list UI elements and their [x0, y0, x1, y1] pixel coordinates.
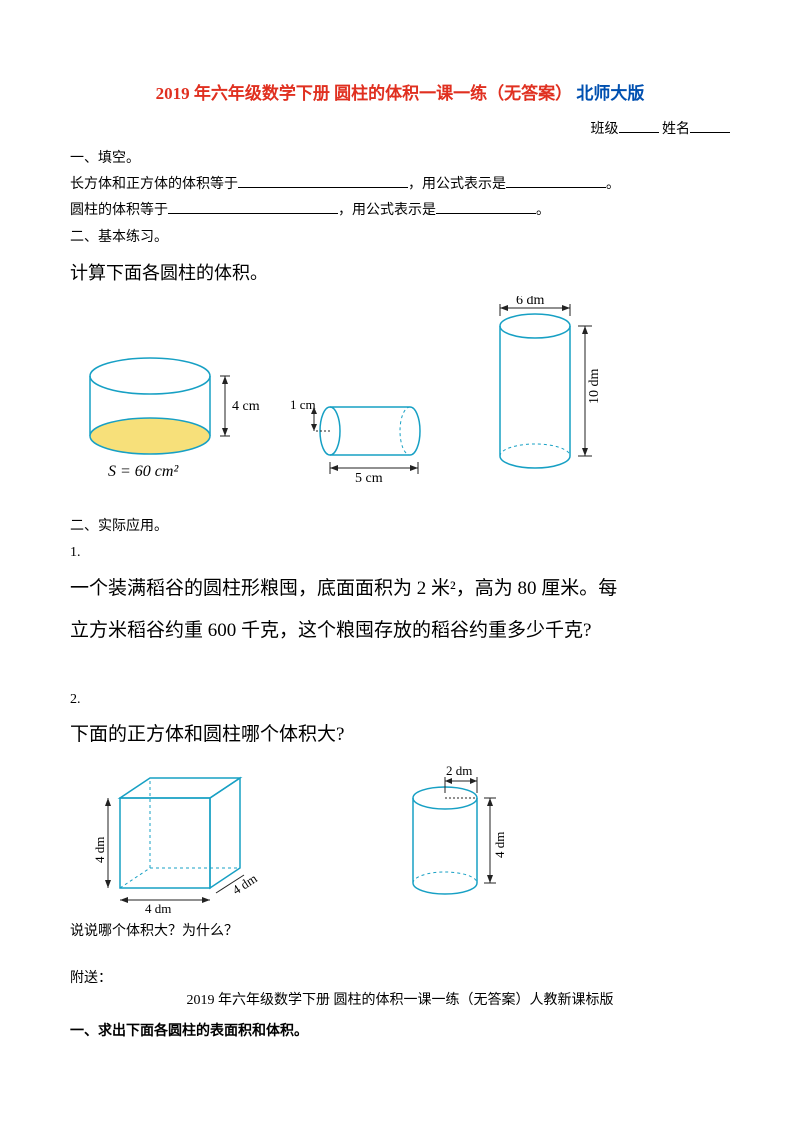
appendix-section: 一、求出下面各圆柱的表面积和体积。 [70, 1021, 730, 1043]
cube-w: 4 dm [145, 901, 171, 913]
cylinder-1-figure: 4 cm S = 60 cm² [70, 336, 260, 486]
section-1-heading: 一、填空。 [70, 148, 730, 170]
cube-h: 4 dm [92, 837, 107, 863]
cyl3-d-label: 6 dm [516, 296, 545, 308]
cylinder-2-figure: 1 cm 5 cm [290, 376, 450, 486]
blank-2b[interactable] [436, 200, 536, 214]
q1-line1: 一个装满稻谷的圆柱形粮囤，底面面积为 2 米²，高为 80 厘米。每 [70, 571, 730, 607]
appendix-label: 附送： [70, 968, 730, 990]
title-red: 2019 年六年级数学下册 圆柱的体积一课一练（无答案） [156, 84, 573, 103]
title-blue: 北师大版 [572, 84, 644, 103]
cyl1-s-label: S = 60 cm² [108, 463, 179, 480]
cyl1-h-label: 4 cm [232, 399, 260, 414]
name-blank[interactable] [690, 119, 730, 133]
cylinder-3-figure: 6 dm 10 dm [480, 296, 630, 486]
cube-figure: 4 dm 4 dm 4 dm [90, 763, 280, 913]
figure-row: 4 cm S = 60 cm² 1 cm 5 cm 6 d [70, 296, 730, 486]
class-blank[interactable] [619, 119, 659, 133]
appendix: 附送： 2019 年六年级数学下册 圆柱的体积一课一练（无答案）人教新课标版 一… [70, 968, 730, 1043]
cyl2-l-label: 5 cm [355, 471, 383, 486]
class-name-row: 班级 姓名 [70, 119, 730, 141]
fill-line-2: 圆柱的体积等于，用公式表示是。 [70, 200, 730, 222]
class-label: 班级 [591, 122, 619, 137]
blank-1b[interactable] [506, 174, 606, 188]
cyl3-h-label: 10 dm [587, 368, 602, 404]
cube-cylinder-row: 4 dm 4 dm 4 dm 2 dm 4 dm [90, 763, 730, 913]
appendix-title: 2019 年六年级数学下册 圆柱的体积一课一练（无答案）人教新课标版 [70, 990, 730, 1012]
section-3-heading: 二、实际应用。 [70, 516, 730, 538]
worksheet-title: 2019 年六年级数学下册 圆柱的体积一课一练（无答案） 北师大版 [70, 80, 730, 107]
cyl2-r-label: 1 cm [290, 397, 316, 412]
blank-1a[interactable] [238, 174, 408, 188]
section-2-heading: 二、基本练习。 [70, 227, 730, 249]
cylinder-small-figure: 2 dm 4 dm [390, 763, 540, 913]
fill-line-1: 长方体和正方体的体积等于，用公式表示是。 [70, 174, 730, 196]
q1-number: 1. [70, 542, 730, 564]
q1-line2: 立方米稻谷约重 600 千克，这个粮囤存放的稻谷约重多少千克? [70, 613, 730, 649]
q2-prompt: 下面的正方体和圆柱哪个体积大? [70, 717, 730, 753]
cube-d: 4 dm [229, 871, 259, 898]
q2-ask: 说说哪个体积大？为什么？ [70, 921, 730, 943]
calc-prompt: 计算下面各圆柱的体积。 [70, 259, 730, 288]
q2-number: 2. [70, 689, 730, 711]
name-label: 姓名 [662, 122, 690, 137]
blank-2a[interactable] [168, 200, 338, 214]
cyl-small-h: 4 dm [492, 832, 507, 858]
cyl-small-d: 2 dm [446, 763, 472, 778]
